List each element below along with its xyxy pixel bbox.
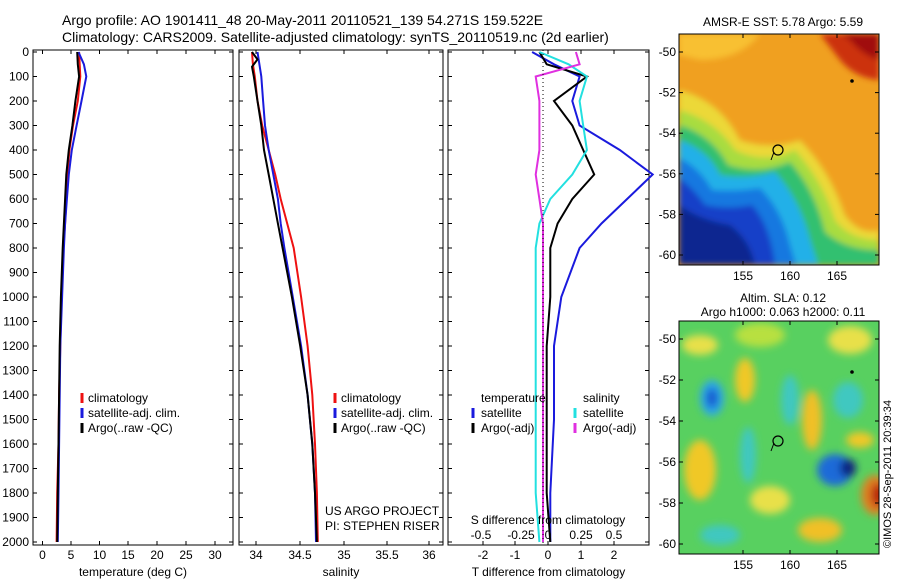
title-line-1: Argo profile: AO 1901411_48 20-May-2011 … [62,12,544,28]
legend-label: climatology [341,391,401,405]
depth-tick-label: 800 [9,241,29,255]
sla-map-ytick-label: -54 [659,414,677,428]
depth-tick-label: 400 [9,143,29,157]
difference-profile-xtick-label: 2 [611,548,618,562]
series-line-argo-raw-qc- [56,51,81,543]
depth-tick-label: 1100 [3,315,29,329]
s-difference-tick-label: -0.5 [471,528,492,542]
pi-label: PI: STEPHEN RISER [325,519,440,533]
salinity-profile-frame [238,49,444,546]
s-difference-tick-label: -0.25 [507,528,535,542]
depth-tick-label: 1300 [2,364,29,378]
sla-map-xtick-label: 155 [733,558,753,572]
depth-tick-label: 2000 [2,535,29,549]
sst-map-title: AMSR-E SST: 5.78 Argo: 5.59 [702,15,864,29]
s-difference-tick-label: 0.5 [606,528,623,542]
legend-label: satellite-adj. clim. [88,406,180,420]
credit-label: ©IMOS 28-Sep-2011 20:39:34 [882,400,894,548]
salinity-profile-xtick-label: 35 [337,548,351,562]
temperature-profile-xtick-label: 20 [150,548,164,562]
depth-tick-label: 900 [9,266,29,280]
series-line-salinity-satellite [534,51,589,543]
sst-map-ytick-label: -60 [659,248,677,262]
sla-map-title-1: Altim. SLA: 0.12 [739,291,827,305]
salinity-profile-xtick-label: 36 [422,548,436,562]
project-label: US ARGO PROJECT [325,504,440,518]
depth-tick-label: 100 [9,70,29,84]
sla-map-title-2: Argo h1000: 0.063 h2000: 0.11 [700,305,866,319]
difference-profile-xtick-label: -2 [478,548,489,562]
sla-map-ytick-label: -52 [659,373,677,387]
salinity-profile-xtick-label: 35.5 [375,548,399,562]
depth-tick-label: 700 [9,217,29,231]
salinity-profile-xlabel: salinity [323,565,360,579]
sst-map-ytick-label: -56 [659,167,677,181]
salinity-profile-panel: 34 34.5 35 35.5 36 salinity climatologysatelli… [238,49,444,579]
legend-label: Argo(..raw -QC) [341,421,426,435]
sla-map-xtick-label: 165 [827,558,847,572]
depth-tick-label: 1600 [2,437,29,451]
sla-map [679,321,879,554]
sst-map-xtick-label: 165 [827,269,847,283]
temperature-profile-xtick-label: 25 [179,548,193,562]
sla-map-ytick-label: -50 [659,332,677,346]
depth-tick-label: 1400 [2,388,29,402]
legend-label: satellite [481,406,522,420]
legend-header-temperature: temperature [481,391,546,405]
sst-map-ytick-label: -54 [659,126,677,140]
sla-map-ytick-label: -60 [659,537,677,551]
depth-tick-label: 1700 [2,462,29,476]
difference-profile-xlabel: T difference from climatology [472,565,626,579]
temperature-profile-xtick-label: 10 [93,548,107,562]
depth-tick-label: 1800 [2,486,29,500]
legend-label: climatology [88,391,148,405]
temperature-profile-xlabel: temperature (deg C) [79,565,187,579]
depth-tick-label: 1900 [2,511,29,525]
title-line-2: Climatology: CARS2009. Satellite-adjuste… [62,29,609,45]
depth-tick-label: 0 [22,45,29,59]
depth-tick-label: 600 [9,192,29,206]
depth-tick-label: 200 [9,94,29,108]
sst-map [679,34,879,265]
sla-map-xtick-label: 160 [780,558,800,572]
s-difference-tick-label: 0.25 [569,528,593,542]
salinity-profile-xtick-label: 34.5 [288,548,312,562]
series-line-temperature-argo-adj- [538,51,596,543]
temperature-profile-xtick-label: 30 [208,548,222,562]
temperature-profile-panel: 0100200300400500600700800900100011001200… [2,45,234,579]
difference-profile-panel: -2 -1 0 1 2 T difference from climatology temp… [447,49,655,579]
difference-profile-frame [447,49,650,546]
s-difference-label: S difference from climatology [471,513,626,527]
legend-label: Argo(-adj) [583,421,636,435]
legend-label: satellite-adj. clim. [341,406,433,420]
temperature-profile-xtick-label: 15 [121,548,135,562]
sla-map-ytick-label: -58 [659,496,677,510]
s-difference-tick-label: 0 [545,528,552,542]
depth-tick-label: 1500 [2,413,29,427]
depth-tick-label: 500 [9,168,29,182]
temperature-profile-xtick-label: 5 [68,548,75,562]
sla-map-ytick-label: -56 [659,455,677,469]
difference-profile-xtick-label: 0 [545,548,552,562]
sst-map-xtick-label: 160 [780,269,800,283]
temperature-profile-frame [32,49,234,546]
difference-profile-xtick-label: 1 [578,548,585,562]
temperature-profile-xtick-label: 0 [39,548,46,562]
legend-label: satellite [583,406,624,420]
sst-map-ytick-label: -58 [659,207,677,221]
depth-tick-label: 1000 [2,290,29,304]
legend-label: Argo(..raw -QC) [88,421,173,435]
depth-tick-label: 300 [9,119,29,133]
series-line-argo-raw-qc- [250,51,318,543]
sst-map-xtick-label: 155 [733,269,753,283]
sst-map-ytick-label: -52 [659,86,677,100]
depth-tick-label: 1200 [2,339,29,353]
salinity-profile-xtick-label: 34 [249,548,263,562]
legend-label: Argo(-adj) [481,421,534,435]
legend-header-salinity: salinity [583,391,620,405]
sst-map-ytick-label: -50 [659,45,677,59]
difference-profile-xtick-label: -1 [510,548,521,562]
